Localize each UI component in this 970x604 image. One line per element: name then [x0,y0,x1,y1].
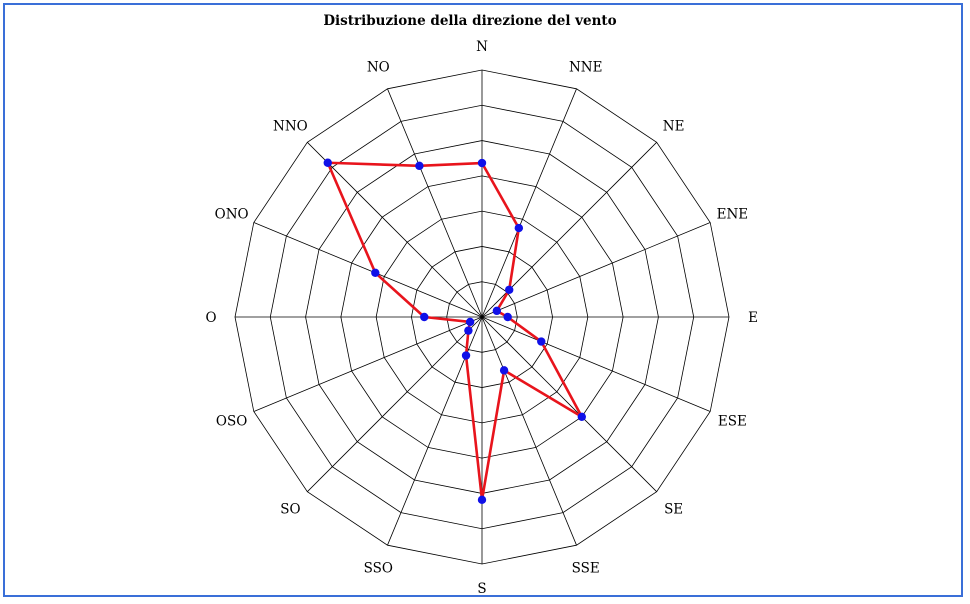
spoke-se [481,316,657,492]
data-point-e [503,312,512,322]
series-layer [323,158,586,505]
spoke-ene [481,222,711,318]
data-point-nne [514,223,524,233]
direction-label-ne: NE [663,118,685,134]
data-point-sse [499,366,509,375]
data-point-ene [492,306,502,316]
direction-label-nno: NNO [273,118,308,134]
spoke-so [307,316,483,492]
spoke-nno [307,142,483,318]
direction-label-no: NO [367,60,390,76]
data-point-s [477,495,487,505]
spoke-sse [481,316,577,546]
direction-label-s: S [477,581,486,597]
chart-title: Distribuzione della direzione del vento [323,13,616,29]
spoke-no [387,88,483,318]
data-point-n [477,158,487,168]
data-point-ne [505,285,514,294]
data-point-sso [461,351,471,360]
direction-labels: N NNE NE ENE E ESE SE SSE S SSO SO OSO O ONO NNO NO [205,39,757,597]
data-point-no [415,161,424,171]
data-point-so [464,326,473,335]
spoke-oso [253,316,483,412]
spoke-sso [387,316,483,546]
direction-label-o: O [205,310,216,326]
data-point-o [420,312,429,322]
direction-label-n: N [476,39,488,55]
direction-label-nne: NNE [569,60,602,76]
direction-label-oso: OSO [216,414,247,430]
spoke-ese [481,316,711,412]
data-point-se [577,412,586,421]
data-point-oso [465,317,475,327]
direction-label-sso: SSO [364,560,393,576]
direction-label-so: SO [280,502,300,518]
data-point-ese [537,337,546,346]
direction-label-se: SE [664,502,683,518]
series-line [326,161,584,502]
direction-label-ese: ESE [718,414,747,430]
spoke-nne [481,88,577,318]
direction-label-ene: ENE [717,206,749,222]
direction-label-sse: SSE [572,560,600,576]
direction-label-ono: ONO [215,206,249,222]
direction-label-e: E [748,310,758,326]
spoke-ono [253,222,483,318]
data-point-ono [371,268,380,278]
data-point-nno [323,158,332,167]
